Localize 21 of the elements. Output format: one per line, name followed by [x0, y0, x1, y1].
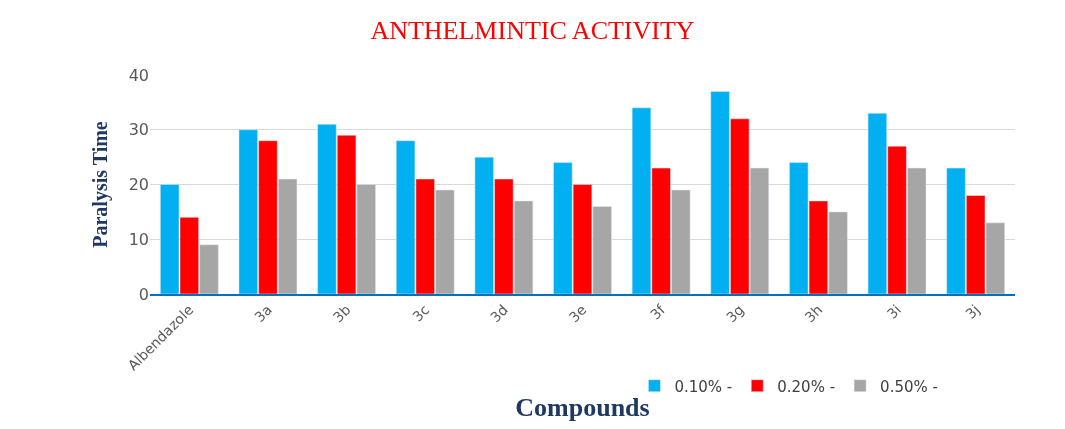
x-tick-label: 3e — [565, 301, 590, 326]
x-tick-label: 3g — [722, 301, 747, 326]
x-axis-title: Compounds — [515, 392, 650, 422]
y-axis-title: Paralysis Time — [89, 121, 113, 248]
legend-label: 0.20% - — [777, 377, 836, 396]
x-tick-label: 3b — [329, 301, 354, 326]
x-tick-label: 3c — [409, 301, 433, 325]
x-tick-label: 3a — [251, 301, 276, 326]
x-tick-label: 3f — [647, 300, 669, 323]
x-tick-label: 3j — [962, 301, 983, 322]
y-tick-label: 40 — [128, 65, 149, 85]
x-tick-label: 3h — [801, 301, 826, 326]
y-tick-label: 10 — [128, 229, 149, 249]
chart-title: ANTHELMINTIC ACTIVITY — [370, 16, 695, 46]
y-tick-label: 30 — [128, 120, 149, 140]
x-tick-label: 3i — [883, 301, 905, 322]
legend-label: 0.10% - — [674, 377, 733, 396]
legend-label: 0.50% - — [880, 377, 938, 396]
x-tick-label: 3d — [487, 301, 511, 326]
y-tick-label: 0 — [138, 284, 149, 304]
y-tick-label: 20 — [128, 175, 149, 195]
